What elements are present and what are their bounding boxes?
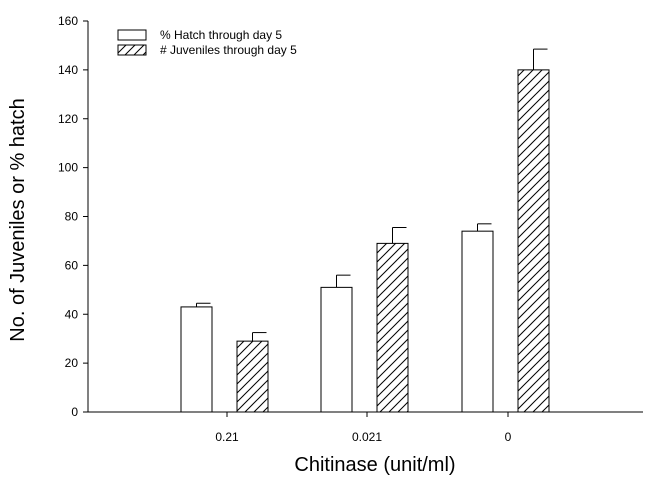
x-tick-label: 0 (505, 430, 512, 444)
juveniles-bar-1 (376, 242, 409, 413)
legend-label-1: # Juveniles through day 5 (160, 43, 297, 57)
juveniles-bar-0 (236, 340, 269, 413)
y-tick-label: 60 (65, 258, 79, 272)
x-tick-label: 0.21 (215, 430, 239, 444)
y-tick-label: 40 (65, 307, 79, 321)
legend-swatch-0 (117, 29, 147, 41)
y-tick-label: 20 (65, 356, 79, 370)
y-tick-label: 160 (58, 14, 78, 28)
x-tick-label: 0.021 (352, 430, 382, 444)
y-tick-label: 0 (71, 405, 78, 419)
y-tick-label: 80 (65, 210, 79, 224)
legend-label-0: % Hatch through day 5 (160, 28, 282, 42)
legend-swatch-1 (117, 44, 147, 56)
x-axis: 0.21 0.021 0 (88, 411, 643, 444)
y-axis: 0 20 40 60 80 100 120 140 160 (58, 14, 89, 419)
hatch-bar-2 (461, 230, 494, 413)
y-tick-label: 120 (58, 112, 78, 126)
hatch-bar-1 (320, 286, 353, 413)
x-axis-title: Chitinase (unit/ml) (294, 454, 455, 476)
hatch-bar-0 (180, 306, 213, 413)
legend: % Hatch through day 5# Juveniles through… (117, 28, 297, 57)
y-tick-label: 140 (58, 63, 78, 77)
bars (180, 48, 550, 413)
y-axis-title: No. of Juveniles or % hatch (7, 98, 29, 341)
juveniles-bar-2 (517, 69, 550, 413)
y-tick-label: 100 (58, 161, 78, 175)
